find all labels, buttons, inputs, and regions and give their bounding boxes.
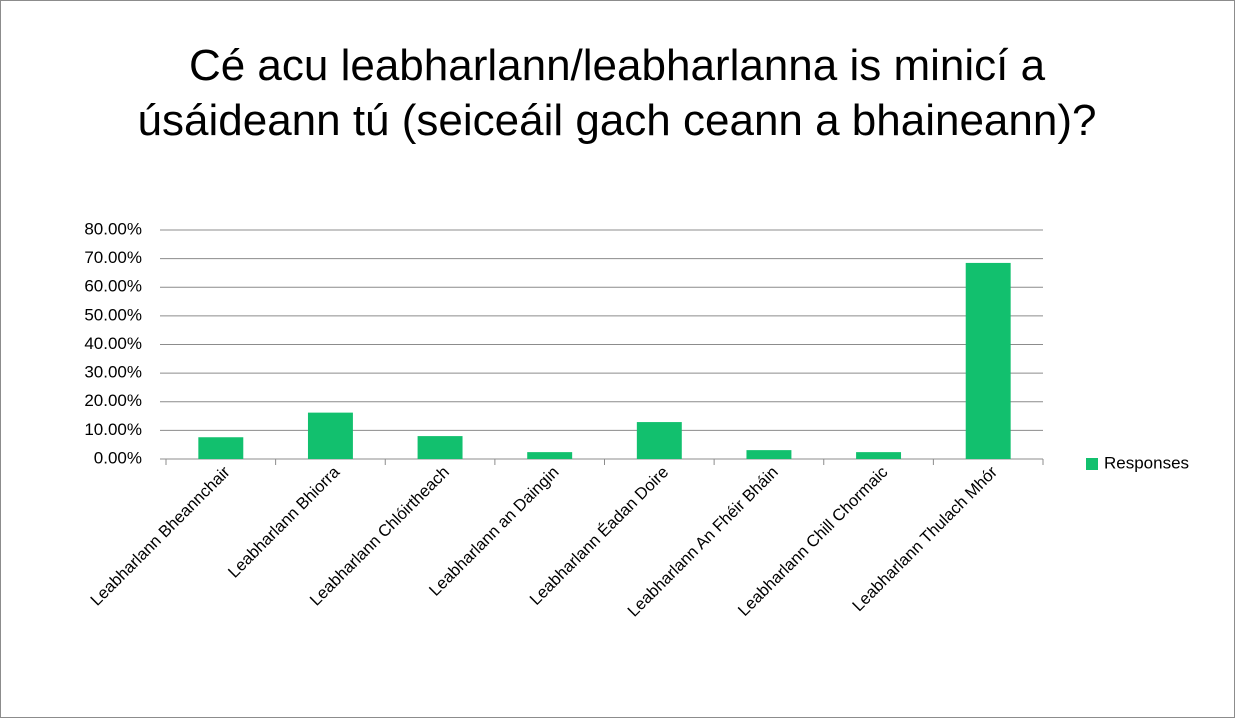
bar xyxy=(307,412,353,459)
bar xyxy=(636,422,682,459)
y-tick-label: 20.00% xyxy=(84,391,142,410)
bar xyxy=(198,437,244,459)
bar xyxy=(965,262,1011,459)
bar xyxy=(417,436,463,459)
bar xyxy=(527,452,573,459)
x-tick-label: Leabharlann Bheannchair xyxy=(87,463,234,610)
legend-swatch xyxy=(1086,458,1098,470)
y-tick-label: 30.00% xyxy=(84,363,142,382)
bar xyxy=(856,452,902,459)
y-tick-label: 50.00% xyxy=(84,305,142,324)
y-tick-label: 70.00% xyxy=(84,248,142,267)
y-tick-label: 10.00% xyxy=(84,420,142,439)
bar xyxy=(746,450,792,459)
y-tick-label: 60.00% xyxy=(84,277,142,296)
y-tick-label: 0.00% xyxy=(94,448,142,467)
legend-label: Responses xyxy=(1104,453,1189,472)
y-tick-label: 80.00% xyxy=(84,219,142,238)
x-tick-label: Leabharlann Bhiorra xyxy=(225,463,344,582)
y-tick-label: 40.00% xyxy=(84,334,142,353)
chart-title: Cé acu leabharlann/leabharlanna is minic… xyxy=(137,41,1097,145)
